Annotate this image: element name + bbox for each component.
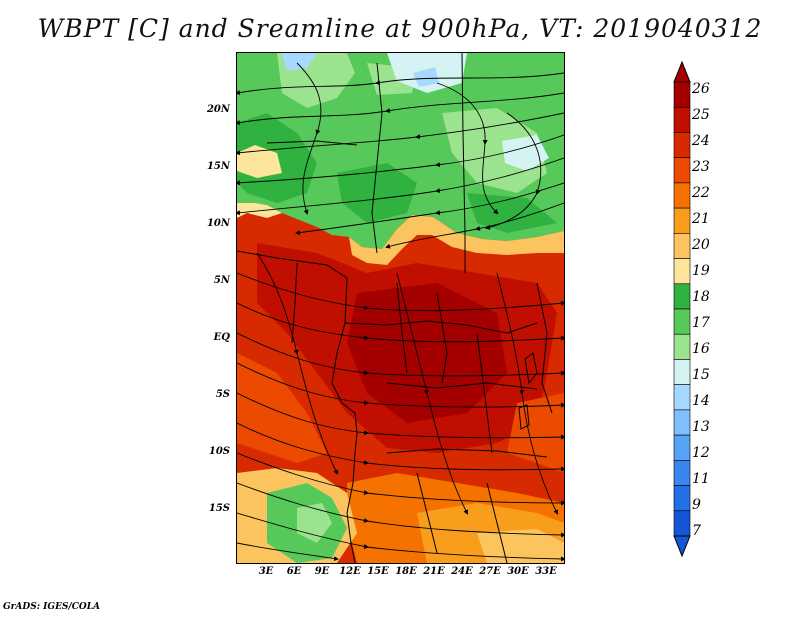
colorbar-segment-9 [673,485,691,512]
map-panel [236,52,565,564]
colorbar-label-12: 12 [692,445,710,461]
streamlines [237,62,564,562]
lon-label-24e: 24E [451,566,473,577]
colorbar-segment-19 [673,258,691,285]
colorbar-label-18: 18 [692,289,710,305]
colorbar-label-23: 23 [692,159,710,175]
colorbar-label-7: 7 [692,523,701,539]
colorbar-segment-21 [673,207,691,234]
colorbar-segment-26 [673,81,691,108]
colorbar-label-24: 24 [692,133,710,149]
lon-label-12e: 12E [339,566,361,577]
colorbar-segment-16 [673,333,691,360]
colorbar-label-21: 21 [692,211,710,227]
colorbar-segment-17 [673,308,691,335]
chart-title: WBPT [C] and Sreamline at 900hPa, VT: 20… [37,14,763,43]
wbpt-streamline-map [237,53,564,563]
lon-label-21e: 21E [423,566,445,577]
colorbar-label-16: 16 [692,341,710,357]
lat-label-5s: 5S [215,389,230,400]
field-core-2 [347,283,507,423]
colorbar-segment-12 [673,434,691,461]
colorbar-segment-22 [673,182,691,209]
lon-label-18e: 18E [395,566,417,577]
colorbar-segment-23 [673,157,691,184]
colorbar-label-26: 26 [692,81,710,97]
colorbar-segment-13 [673,409,691,436]
lon-label-30e: 30E [507,566,529,577]
colorbar-segment-24 [673,132,691,158]
lon-label-27e: 27E [479,566,501,577]
lat-label-15s: 15S [208,503,230,514]
colorbar-segment-14 [673,384,691,411]
colorbar-label-20: 20 [692,237,710,253]
colorbar-segment-7 [673,510,691,537]
grads-credit: GrADS: IGES/COLA [3,602,101,612]
lon-label-3e: 3E [258,566,274,577]
colorbar-segment-20 [673,233,691,259]
colorbar-label-25: 25 [692,107,710,123]
colorbar-segment-18 [673,283,691,310]
colorbar-cap-bottom [673,535,691,558]
colorbar-label-22: 22 [692,185,710,201]
lat-label-20n: 20N [206,104,230,115]
lon-label-15e: 15E [367,566,389,577]
lon-label-33e: 33E [535,566,557,577]
field-cool-patch-4 [413,67,439,87]
colorbar-segment-15 [673,359,691,385]
lat-label-10n: 10N [206,218,230,229]
colorbar-label-19: 19 [692,263,710,279]
lon-label-6e: 6E [286,566,302,577]
lat-label-eq: EQ [213,332,230,343]
colorbar-segment-25 [673,106,691,133]
lat-label-10s: 10S [208,446,230,457]
field-cool-patch-2 [282,53,317,71]
colorbar-label-13: 13 [692,419,710,435]
colorbar-label-15: 15 [692,367,710,383]
lat-label-15n: 15N [206,161,230,172]
lon-label-9e: 9E [314,566,330,577]
colorbar-label-9: 9 [692,497,701,513]
colorbar-label-11: 11 [692,471,710,487]
colorbar-segment-11 [673,460,691,486]
colorbar-cap-top [673,60,691,83]
lat-label-5n: 5N [213,275,230,286]
colorbar-label-14: 14 [692,393,710,409]
colorbar-label-17: 17 [692,315,710,331]
colorbar [673,60,691,558]
